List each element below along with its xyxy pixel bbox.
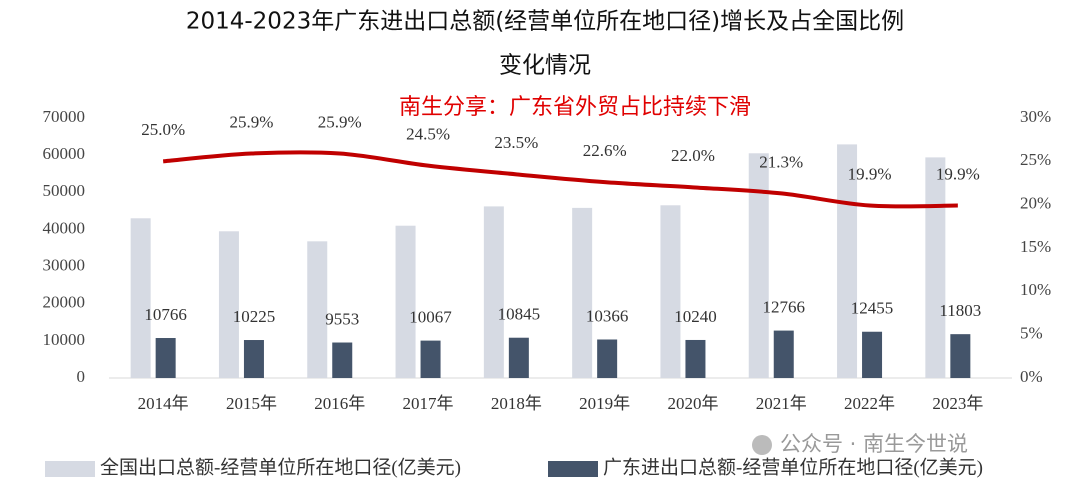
data-label: 19.9% [936, 164, 980, 183]
data-label: 24.5% [406, 125, 450, 144]
data-label: 10067 [409, 308, 452, 327]
data-label: 9553 [325, 309, 359, 328]
data-label: 25.0% [141, 120, 185, 139]
y2-tick-label: 20% [1020, 194, 1051, 213]
bar [508, 337, 529, 378]
bar [243, 340, 264, 378]
data-label: 22.6% [583, 141, 627, 160]
data-label: 21.3% [759, 152, 803, 171]
data-label: 22.0% [671, 146, 715, 165]
x-tick-label: 2019年 [579, 394, 630, 413]
bar [395, 225, 416, 378]
x-tick-label: 2018年 [491, 394, 542, 413]
bar [218, 231, 239, 378]
legend-label: 广东进出口总额-经营单位所在地口径(亿美元) [603, 456, 983, 478]
data-label: 25.9% [318, 112, 362, 131]
y2-tick-label: 30% [1020, 107, 1051, 126]
bar [748, 153, 769, 378]
bar [307, 241, 328, 378]
line [162, 150, 958, 209]
x-tick-label: 2016年 [314, 394, 365, 413]
bar [862, 331, 883, 378]
bar [332, 342, 353, 378]
data-label: 10240 [674, 307, 717, 326]
y2-tick-label: 5% [1020, 324, 1043, 343]
data-label: 10225 [233, 307, 276, 326]
chart-title: 变化情况 [499, 53, 591, 79]
x-tick-label: 2020年 [667, 394, 718, 413]
y-tick-label: 30000 [43, 255, 86, 274]
y2-tick-label: 10% [1020, 280, 1051, 299]
watermark-icon [752, 435, 772, 455]
data-label: 12455 [851, 299, 894, 318]
bar [597, 339, 618, 378]
bar [155, 338, 176, 378]
bar [483, 206, 504, 378]
x-tick-label: 2015年 [226, 394, 277, 413]
x-tick-label: 2014年 [138, 394, 189, 413]
y-tick-label: 20000 [43, 293, 86, 312]
data-label: 10366 [586, 306, 629, 325]
y-tick-label: 60000 [43, 144, 86, 163]
bar [685, 339, 706, 378]
bar [660, 205, 681, 378]
data-label: 23.5% [494, 133, 538, 152]
bar [925, 157, 946, 378]
y-tick-label: 70000 [43, 107, 86, 126]
data-label: 11803 [939, 301, 981, 320]
watermark: 公众号 · 南生今世说 [780, 432, 968, 456]
y-tick-label: 10000 [43, 330, 86, 349]
data-label: 10766 [144, 305, 187, 324]
legend-label: 全国出口总额-经营单位所在地口径(亿美元) [100, 456, 461, 478]
bar [130, 218, 151, 378]
y2-tick-label: 15% [1020, 237, 1051, 256]
bar [572, 207, 593, 378]
y-tick-label: 40000 [43, 218, 86, 237]
chart-title: 2014-2023年广东进出口总额(经营单位所在地口径)增长及占全国比例 [186, 9, 904, 35]
bar [950, 334, 971, 378]
x-tick-label: 2017年 [403, 394, 454, 413]
y2-tick-label: 0% [1020, 367, 1043, 386]
y-tick-label: 0 [77, 367, 86, 386]
bar [773, 330, 794, 378]
bar [420, 340, 441, 378]
annotation: 南生分享：广东省外贸占比持续下滑 [399, 95, 751, 120]
y2-tick-label: 25% [1020, 150, 1051, 169]
legend-swatch [45, 461, 95, 477]
legend-swatch [548, 461, 598, 477]
x-tick-label: 2021年 [756, 394, 807, 413]
data-label: 19.9% [848, 164, 892, 183]
data-label: 10845 [498, 305, 541, 324]
x-tick-label: 2023年 [932, 394, 983, 413]
y-tick-label: 50000 [43, 181, 86, 200]
x-tick-label: 2022年 [844, 394, 895, 413]
data-label: 12766 [763, 297, 806, 316]
data-label: 25.9% [229, 112, 273, 131]
